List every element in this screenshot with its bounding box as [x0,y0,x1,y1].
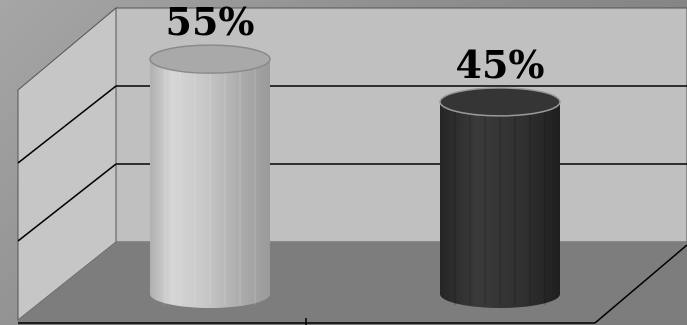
gridline-side-40 [17,85,117,164]
bar-2-body [440,101,560,308]
plot-area-frame [17,6,687,325]
gridline-side-20 [17,163,117,242]
floor-right-edge [594,244,687,324]
bar-2-top [439,87,561,117]
bars [149,44,561,308]
data-label-2: 45% [456,42,545,87]
axis-lines [18,244,687,325]
floor [18,242,687,325]
data-label-1: 55% [166,0,255,44]
bar-1-body [150,59,270,308]
bar-1-top [149,44,271,74]
data-labels: 55% 45% [166,0,545,87]
